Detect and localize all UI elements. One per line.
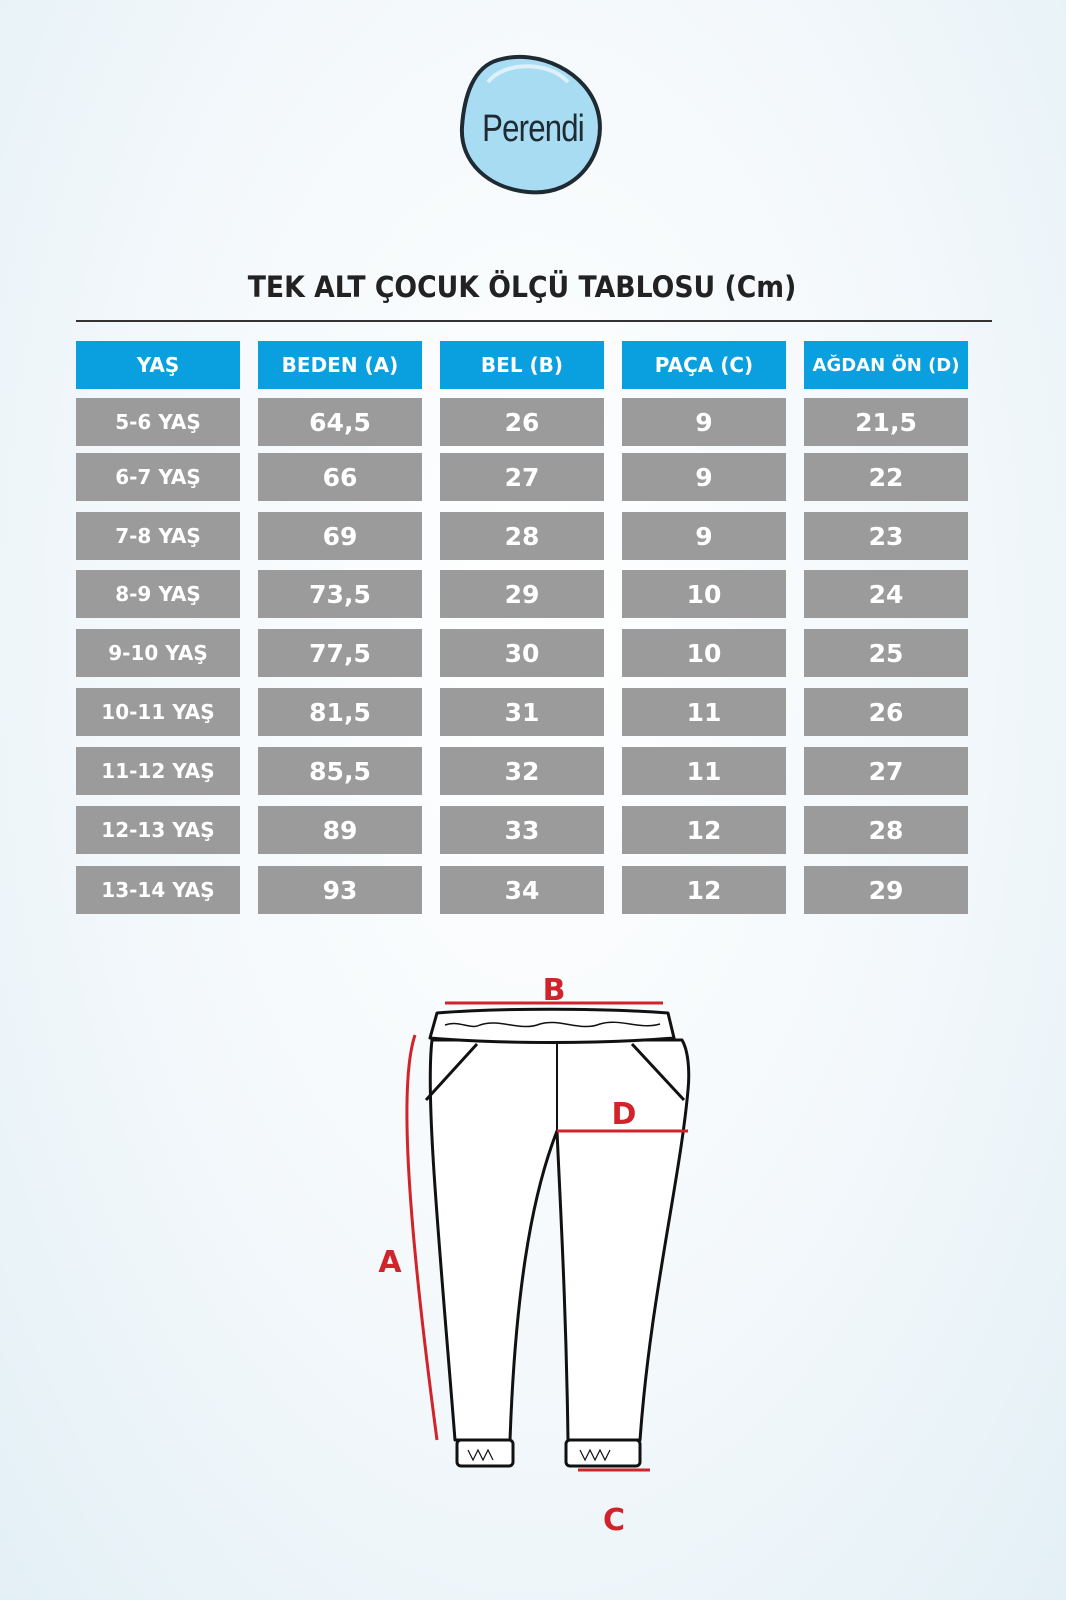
cell-agdan-on: 28 bbox=[804, 806, 968, 854]
cell-beden: 89 bbox=[258, 806, 422, 854]
logo-text: Perendi bbox=[482, 108, 584, 150]
cell-paca: 10 bbox=[622, 570, 786, 618]
cell-bel: 29 bbox=[440, 570, 604, 618]
cell-bel: 30 bbox=[440, 629, 604, 677]
cell-beden: 73,5 bbox=[258, 570, 422, 618]
label-b: B bbox=[543, 973, 566, 1008]
cell-agdan-on: 29 bbox=[804, 866, 968, 914]
page-title: TEK ALT ÇOCUK ÖLÇÜ TABLOSU (Cm) bbox=[247, 270, 797, 304]
cell-age: 8-9 YAŞ bbox=[76, 570, 240, 618]
cell-paca: 11 bbox=[622, 747, 786, 795]
cell-paca: 12 bbox=[622, 806, 786, 854]
cell-age: 13-14 YAŞ bbox=[76, 866, 240, 914]
cell-bel: 32 bbox=[440, 747, 604, 795]
cell-agdan-on: 24 bbox=[804, 570, 968, 618]
header-bel: BEL (B) bbox=[440, 341, 604, 389]
left-cuff bbox=[455, 1438, 515, 1468]
cell-beden: 81,5 bbox=[258, 688, 422, 736]
cell-bel: 26 bbox=[440, 398, 604, 446]
cell-beden: 69 bbox=[258, 512, 422, 560]
cell-paca: 9 bbox=[622, 453, 786, 501]
cell-paca: 12 bbox=[622, 866, 786, 914]
cell-paca: 11 bbox=[622, 688, 786, 736]
label-a: A bbox=[378, 1245, 402, 1280]
header-beden: BEDEN (A) bbox=[258, 341, 422, 389]
cell-agdan-on: 27 bbox=[804, 747, 968, 795]
cell-beden: 77,5 bbox=[258, 629, 422, 677]
cell-age: 12-13 YAŞ bbox=[76, 806, 240, 854]
logo-blob bbox=[459, 54, 602, 195]
cell-beden: 85,5 bbox=[258, 747, 422, 795]
cell-bel: 31 bbox=[440, 688, 604, 736]
cell-bel: 28 bbox=[440, 512, 604, 560]
header-paca: PAÇA (C) bbox=[622, 341, 786, 389]
measure-line-a bbox=[405, 1034, 439, 1441]
cell-age: 10-11 YAŞ bbox=[76, 688, 240, 736]
cell-beden: 93 bbox=[258, 866, 422, 914]
pants-outline bbox=[428, 1038, 691, 1442]
label-d: D bbox=[612, 1097, 637, 1132]
header-agdan-on: AĞDAN ÖN (D) bbox=[804, 341, 968, 389]
cell-age: 9-10 YAŞ bbox=[76, 629, 240, 677]
title-divider bbox=[76, 320, 992, 322]
cell-paca: 9 bbox=[622, 398, 786, 446]
cell-paca: 9 bbox=[622, 512, 786, 560]
cell-age: 5-6 YAŞ bbox=[76, 398, 240, 446]
cell-agdan-on: 21,5 bbox=[804, 398, 968, 446]
label-c: C bbox=[603, 1503, 625, 1538]
cell-agdan-on: 26 bbox=[804, 688, 968, 736]
cell-beden: 66 bbox=[258, 453, 422, 501]
cell-bel: 27 bbox=[440, 453, 604, 501]
cell-agdan-on: 22 bbox=[804, 453, 968, 501]
cell-agdan-on: 25 bbox=[804, 629, 968, 677]
cell-paca: 10 bbox=[622, 629, 786, 677]
waistband bbox=[428, 1007, 676, 1044]
header-age: YAŞ bbox=[76, 341, 240, 389]
cell-age: 7-8 YAŞ bbox=[76, 512, 240, 560]
cell-bel: 34 bbox=[440, 866, 604, 914]
cell-age: 11-12 YAŞ bbox=[76, 747, 240, 795]
cell-bel: 33 bbox=[440, 806, 604, 854]
right-cuff bbox=[564, 1438, 642, 1468]
cell-age: 6-7 YAŞ bbox=[76, 453, 240, 501]
cell-agdan-on: 23 bbox=[804, 512, 968, 560]
cell-beden: 64,5 bbox=[258, 398, 422, 446]
